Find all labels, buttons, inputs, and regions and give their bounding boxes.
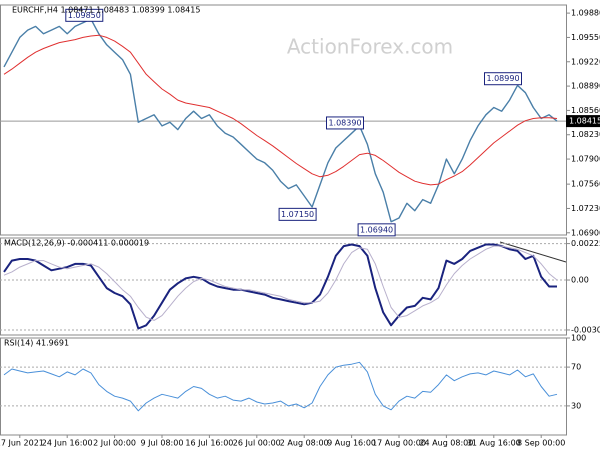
annotation-label: 1.06940 [360,225,393,234]
y-tick-label: 1.07560 [571,180,600,189]
annotation-box [357,223,396,237]
y-tick-label: 100 [571,334,586,343]
x-tick-label: 24 Aug 08:00 [419,439,473,448]
panel-title: MACD(12,26,9) -0.000411 0.000019 [4,239,149,248]
series-line [3,34,558,186]
panel-frame [0,237,567,336]
y-tick-label: 70 [571,363,581,372]
annotation-label: 1.07150 [281,210,314,219]
series-line [3,361,558,412]
y-tick-label: 1.08560 [571,106,600,115]
x-tick-label: 16 Jul 16:00 [185,439,233,448]
panel-frame [0,337,567,436]
annotation-box [65,8,104,22]
watermark: ActionForex.com [287,35,453,59]
x-tick-label: 17 Jun 2021 [0,439,44,448]
annotation-label: 1.08390 [328,118,361,127]
x-tick-label: 2 Aug 08:00 [280,439,329,448]
y-tick-label: 30 [571,401,581,410]
y-tick-label: 1.09550 [571,33,600,42]
series-line [3,18,558,223]
x-tick-label: 9 Jul 08:00 [141,439,184,448]
y-tick-label: 1.09220 [571,57,600,66]
y-tick-label: 1.07900 [571,155,600,164]
y-tick-label: 0.00 [571,276,589,285]
y-tick-label: 1.08230 [571,130,600,139]
y-tick-label: 1.07230 [571,204,600,213]
x-tick-label: 31 Aug 16:00 [467,439,521,448]
series-line [3,245,558,321]
x-tick-label: 17 Aug 00:00 [372,439,426,448]
macd-trendline [499,241,567,263]
y-tick-label: 1.08890 [571,82,600,91]
y-tick-label: -0.003088 [571,325,600,334]
x-tick-label: 9 Aug 16:00 [327,439,376,448]
last-price-box [566,115,600,128]
series-line [3,243,557,330]
annotation-box [278,207,317,221]
panel-title: EURCHF,H4 1.08471 1.08483 1.08399 1.0841… [12,6,200,15]
x-tick-label: 24 Jun 16:00 [42,439,93,448]
annotation-box [326,116,364,130]
x-tick-label: 2 Jul 00:00 [93,439,136,448]
x-tick-label: 8 Sep 00:00 [517,439,565,448]
y-tick-label: 1.06900 [571,228,600,237]
y-tick-label: 0.002254 [571,239,600,248]
panel-title: RSI(14) 41.9691 [4,339,69,348]
last-price-label: 1.08415 [569,117,600,126]
annotation-label: 1.09850 [68,11,101,20]
annotation-label: 1.08990 [486,74,519,83]
annotation-box [484,72,522,86]
y-tick-label: 1.09880 [571,9,600,18]
x-tick-label: 26 Jul 00:00 [233,439,281,448]
